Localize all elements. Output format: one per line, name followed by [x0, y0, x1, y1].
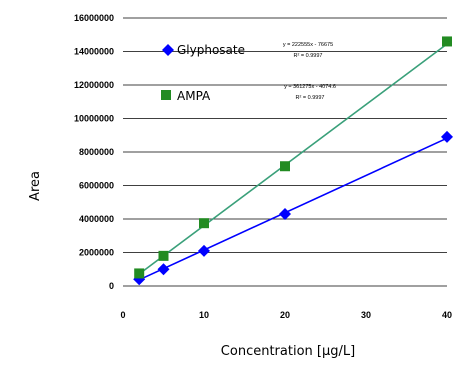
point-ampa	[158, 250, 169, 261]
legend: Glyphosate AMPA	[161, 43, 245, 103]
point-ampa	[280, 161, 290, 172]
equation-glyphosate: y = 222555x - 76675	[283, 42, 333, 48]
point-ampa	[199, 218, 209, 229]
trendline-equations: y = 222555x - 76675 R² = 0.9997 y = 361275…	[283, 42, 336, 101]
data-points	[133, 36, 453, 286]
r2-ampa: R² = 0.9997	[296, 95, 325, 101]
y-tick-label: 16000000	[74, 13, 114, 23]
legend-marker-ampa	[161, 90, 171, 100]
y-tick-label: 6000000	[79, 181, 114, 191]
y-tick-label: 14000000	[74, 47, 114, 57]
x-tick-label: 30	[361, 310, 371, 320]
x-axis-title: Concentration [µg/L]	[221, 344, 355, 359]
trendline-ampa	[138, 43, 448, 275]
point-glyphosate	[441, 130, 453, 143]
y-axis-ticks: 0 2000000 4000000 6000000 8000000 10000000 120…	[74, 13, 114, 291]
y-tick-label: 0	[109, 281, 114, 291]
x-tick-label: 40	[442, 310, 452, 320]
equation-ampa: y = 361275x - 4074.6	[284, 84, 336, 90]
trendlines	[138, 43, 448, 281]
point-glyphosate	[157, 263, 170, 276]
gridlines	[123, 17, 447, 287]
y-tick-label: 10000000	[74, 114, 114, 124]
legend-label-ampa: AMPA	[177, 89, 211, 103]
y-tick-label: 8000000	[79, 147, 114, 157]
legend-marker-glyphosate	[162, 44, 174, 56]
y-tick-label: 4000000	[79, 214, 114, 224]
point-glyphosate	[279, 207, 291, 220]
x-axis-ticks: 0 10 20 30 40	[120, 310, 452, 320]
x-tick-label: 0	[120, 310, 125, 320]
x-tick-label: 20	[280, 310, 290, 320]
legend-label-glyphosate: Glyphosate	[177, 43, 245, 57]
y-tick-label: 2000000	[79, 248, 114, 258]
point-glyphosate	[198, 244, 210, 257]
point-ampa	[134, 268, 145, 279]
point-ampa	[442, 36, 452, 47]
y-axis-title: Area	[28, 171, 43, 201]
trendline-glyphosate	[138, 137, 448, 281]
y-tick-label: 12000000	[74, 80, 114, 90]
r2-glyphosate: R² = 0.9997	[294, 53, 323, 59]
x-tick-label: 10	[199, 310, 209, 320]
